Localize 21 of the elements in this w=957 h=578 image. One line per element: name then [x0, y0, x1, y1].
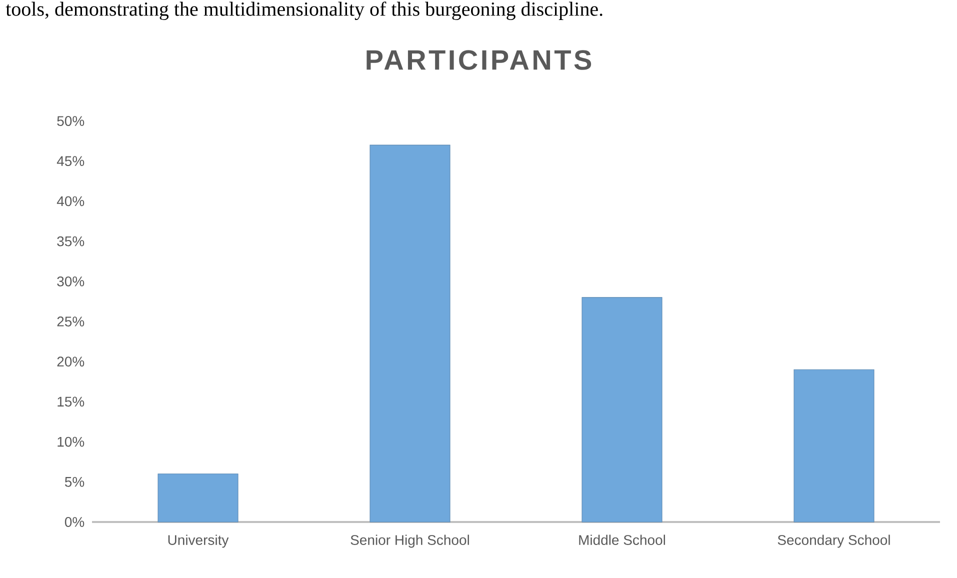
- bar: [158, 474, 238, 522]
- y-tick-label: 5%: [64, 476, 84, 487]
- bar: [370, 144, 450, 522]
- bar: [794, 369, 874, 522]
- y-tick-label: 0%: [64, 517, 84, 527]
- y-tick-label: 15%: [58, 396, 84, 407]
- y-tick-label: 50%: [57, 116, 84, 126]
- y-tick-label: 30%: [57, 276, 84, 286]
- y-tick-label: 25%: [57, 316, 84, 326]
- x-tick-label: Senior High School: [350, 534, 469, 548]
- y-tick-label: 10%: [58, 436, 84, 447]
- y-tick-label: 35%: [57, 236, 84, 246]
- y-tick-label: 20%: [57, 356, 84, 367]
- x-tick-label: University: [168, 534, 229, 548]
- x-tick-label: Middle School: [579, 534, 666, 545]
- chart-title: PARTICIPANTS: [366, 50, 592, 70]
- y-tick-label: 40%: [56, 196, 84, 206]
- y-tick-label: 45%: [56, 156, 84, 166]
- x-tick-label: Secondary School: [778, 534, 890, 548]
- bar: [582, 297, 662, 522]
- text: tools, demonstrating the multidimensionality of this burgeoning discipline.: [6, 2, 602, 20]
